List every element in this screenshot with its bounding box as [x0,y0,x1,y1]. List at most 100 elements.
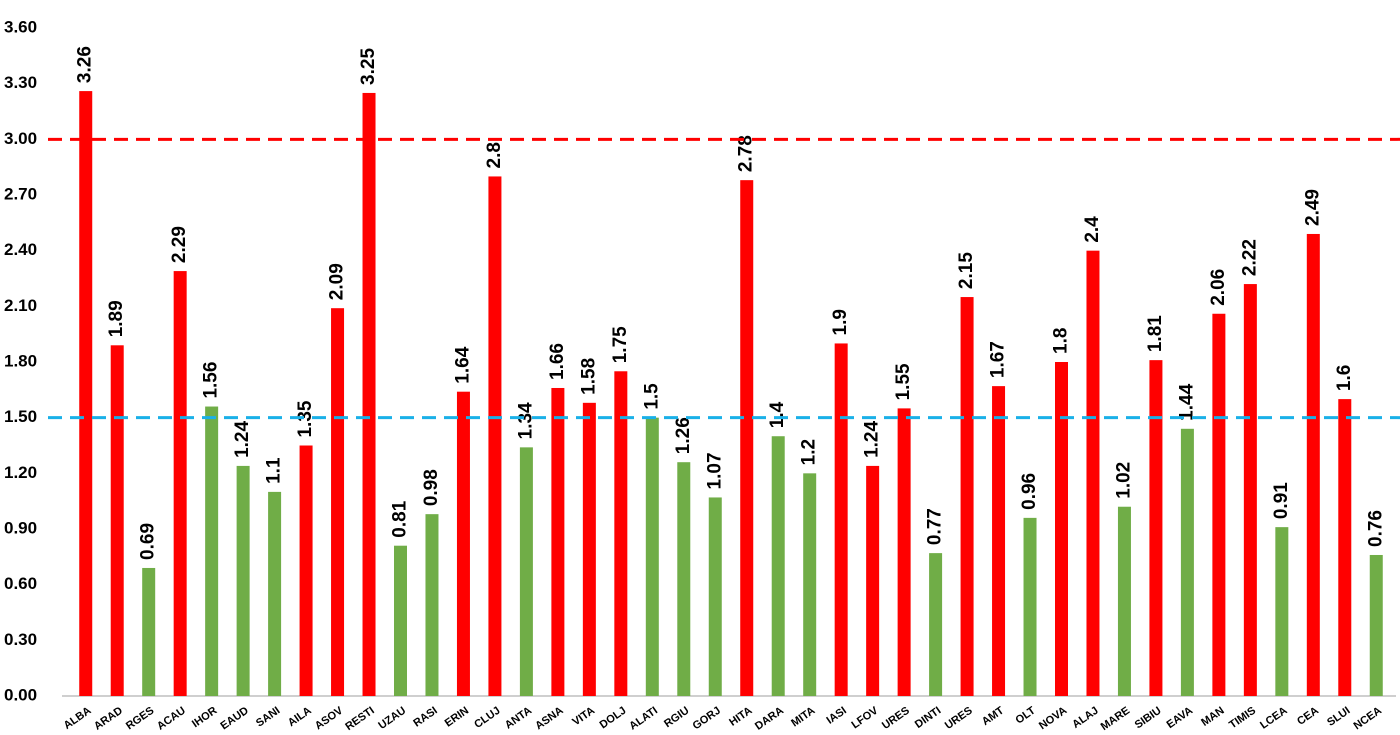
x-tick-label: EAUD [218,705,250,733]
bar [456,391,470,696]
data-label: 0.81 [390,500,411,537]
x-tick-label: NOVA [1037,705,1069,733]
data-label: 1.07 [704,452,725,489]
bar [1369,554,1383,696]
data-label: 1.89 [106,300,127,337]
y-tick-label: 1.80 [4,351,37,370]
x-tick-label: VITA [570,705,597,729]
data-label: 2.8 [484,142,505,168]
y-tick-label: 2.40 [4,240,37,259]
x-tick-label: SIBIU [1133,705,1164,732]
bar [803,473,817,696]
x-tick-label: ASNA [533,705,565,733]
bar [1338,399,1352,696]
data-label: 0.98 [421,469,442,506]
bar [677,462,691,696]
bar [897,408,911,696]
bar [740,180,754,697]
bar [299,445,313,696]
x-tick-label: AILA [286,705,314,730]
data-label: 1.35 [295,400,316,437]
bar [1086,250,1100,696]
bar [173,271,187,696]
x-tick-label: GORJ [691,705,723,733]
data-label: 2.4 [1082,216,1103,243]
x-tick-label: ARAD [92,705,125,733]
data-label: 1.8 [1051,328,1072,354]
data-label: 1.26 [673,417,694,454]
x-tick-label: HITA [727,705,754,729]
x-tick-label: LCEA [1258,705,1289,732]
bar [236,465,250,696]
data-label: 1.44 [1176,383,1197,420]
data-label: 1.6 [1334,365,1355,391]
bar [551,387,565,696]
bar [425,514,439,696]
bar [866,465,880,696]
bar [614,371,628,696]
y-tick-label: 1.50 [4,407,37,426]
bar [362,92,376,696]
bar [488,176,502,696]
data-label: 1.67 [988,341,1009,378]
x-tick-label: RGIU [662,705,691,731]
y-tick-label: 2.10 [4,296,37,315]
data-label: 3.25 [358,48,379,85]
x-tick-label: EAVA [1165,705,1196,731]
data-label: 1.9 [830,309,851,335]
bar [960,297,974,696]
bar [582,402,596,696]
x-tick-label: URES [880,705,912,732]
bar [110,345,124,696]
data-label: 2.06 [1208,269,1229,306]
y-tick-label: 2.70 [4,184,37,203]
x-tick-label: DARA [753,705,786,733]
x-tick-label: DINTI [913,705,943,731]
y-tick-label: 3.00 [4,129,37,148]
x-tick-label: CEA [1295,705,1321,728]
y-tick-label: 0.30 [4,630,37,649]
x-tick-label: RASI [411,705,439,730]
y-tick-label: 3.60 [4,17,37,36]
bar [331,308,345,696]
bar [519,447,533,696]
bar [142,567,156,696]
x-tick-label: CLUJ [472,705,502,731]
bar [1055,362,1068,696]
bar [79,91,93,697]
data-label: 0.91 [1271,482,1292,519]
data-label: 1.34 [515,402,536,439]
data-label: 2.15 [956,252,977,289]
data-label: 1.81 [1145,315,1166,352]
x-tick-label: ALBA [62,705,94,732]
data-label: 1.75 [610,326,631,363]
x-tick-label: RGES [124,705,156,733]
data-label: 2.78 [736,135,757,172]
x-tick-label: ALAJ [1070,705,1100,731]
data-label: 1.4 [767,401,788,428]
data-label: 0.69 [138,523,159,560]
bar [1275,527,1289,696]
x-tick-label: SLUI [1325,705,1352,729]
x-tick-label: TIMIS [1227,705,1258,732]
bar [708,497,722,696]
data-label: 1.1 [264,457,285,484]
data-label: 1.24 [232,420,253,457]
bar [992,386,1006,696]
bar [1212,313,1226,696]
bar [268,491,282,696]
data-label: 3.26 [75,46,96,83]
x-tick-label: ACAU [155,705,188,733]
data-label: 1.64 [452,346,473,383]
data-label: 1.55 [893,363,914,400]
data-label: 1.58 [578,358,599,395]
bar [834,343,848,696]
x-tick-label: AMT [980,704,1007,728]
data-label: 0.96 [1019,473,1040,510]
x-tick-label: IHOR [190,705,219,731]
x-tick-label: URES [943,705,975,732]
x-tick-label: MARE [1099,705,1132,733]
data-label: 2.09 [327,263,348,300]
bar [771,436,785,696]
